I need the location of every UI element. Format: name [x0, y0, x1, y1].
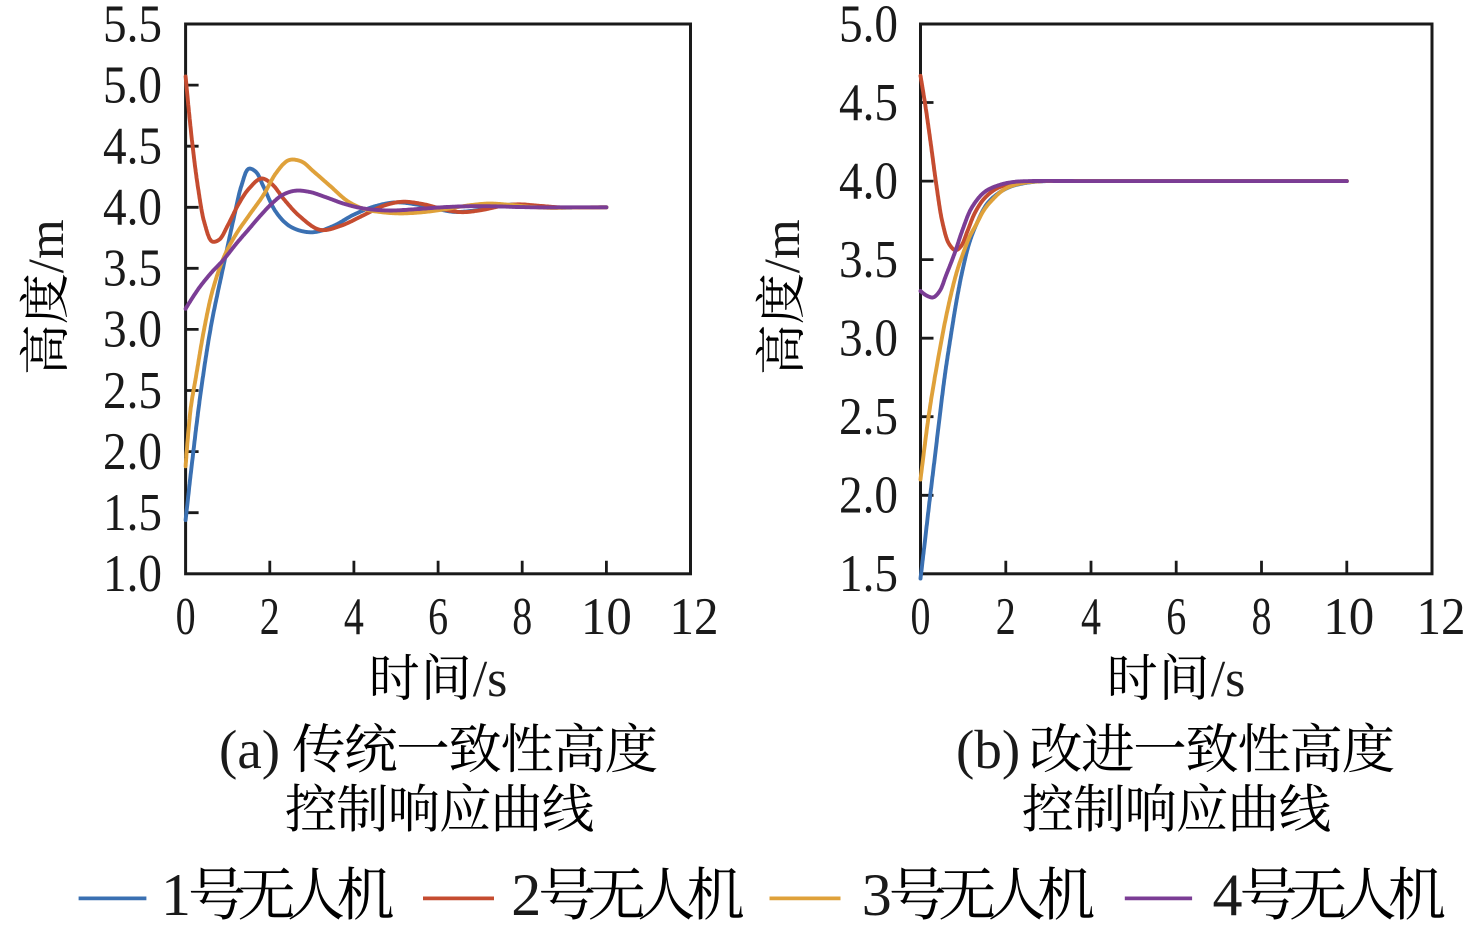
svg-text:2: 2 — [996, 588, 1016, 646]
svg-text:/s: /s — [473, 651, 508, 708]
svg-text:/m: /m — [19, 219, 75, 273]
svg-text:2.5: 2.5 — [103, 362, 162, 420]
svg-text:2: 2 — [260, 588, 280, 646]
svg-text:3.5: 3.5 — [103, 240, 162, 298]
svg-text:4.5: 4.5 — [839, 74, 898, 132]
svg-text:0: 0 — [176, 588, 196, 646]
svg-text:12: 12 — [670, 588, 719, 646]
svg-text:8: 8 — [1252, 588, 1272, 646]
svg-text:1.0: 1.0 — [103, 545, 162, 603]
svg-text:5.0: 5.0 — [103, 56, 162, 114]
svg-text:5.5: 5.5 — [103, 0, 162, 53]
svg-text:2.5: 2.5 — [839, 388, 898, 446]
svg-text:/m: /m — [755, 219, 811, 273]
svg-text:3: 3 — [862, 862, 892, 927]
svg-text:10: 10 — [1323, 588, 1374, 646]
svg-text:4.0: 4.0 — [103, 179, 162, 237]
svg-text:/s: /s — [1211, 651, 1246, 708]
svg-text:(a): (a) — [219, 719, 280, 780]
svg-text:(b): (b) — [956, 719, 1020, 780]
svg-text:1.5: 1.5 — [103, 484, 162, 542]
svg-text:2: 2 — [511, 862, 541, 927]
svg-text:0: 0 — [911, 588, 931, 646]
svg-text:4: 4 — [1081, 588, 1101, 646]
svg-text:2.0: 2.0 — [839, 467, 898, 525]
svg-text:5.0: 5.0 — [839, 0, 898, 53]
svg-text:3.0: 3.0 — [103, 301, 162, 359]
svg-text:8: 8 — [512, 588, 532, 646]
svg-text:6: 6 — [428, 588, 448, 646]
svg-text:2.0: 2.0 — [103, 423, 162, 481]
svg-text:3.0: 3.0 — [839, 310, 898, 368]
svg-text:4.5: 4.5 — [103, 118, 162, 176]
svg-text:12: 12 — [1417, 588, 1466, 646]
svg-text:1.5: 1.5 — [839, 545, 898, 603]
svg-text:4.0: 4.0 — [839, 152, 898, 210]
svg-text:4: 4 — [1213, 862, 1243, 927]
svg-text:10: 10 — [581, 588, 632, 646]
svg-text:6: 6 — [1166, 588, 1186, 646]
svg-text:3.5: 3.5 — [839, 231, 898, 289]
svg-text:1: 1 — [161, 862, 191, 927]
svg-text:4: 4 — [344, 588, 364, 646]
